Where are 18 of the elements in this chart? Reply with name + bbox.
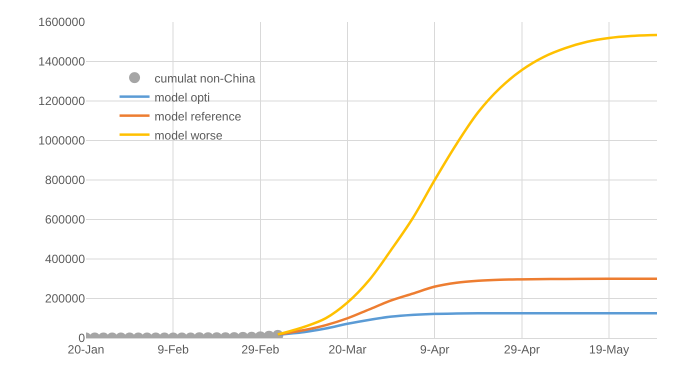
x-tick-label: 9-Feb bbox=[158, 342, 190, 356]
y-tick-label: 1200000 bbox=[38, 94, 86, 108]
y-tick-label: 600000 bbox=[44, 212, 86, 227]
x-tick-label: 20-Mar bbox=[328, 342, 367, 356]
x-tick-label: 29-Apr bbox=[504, 342, 540, 356]
legend-label: cumulat non-China bbox=[154, 71, 256, 86]
y-tick-label: 800000 bbox=[44, 173, 86, 188]
legend-label: model opti bbox=[154, 90, 210, 104]
y-tick-label: 400000 bbox=[44, 252, 86, 266]
legend-label: model worse bbox=[154, 128, 223, 142]
y-tick-label: 200000 bbox=[44, 292, 86, 306]
y-tick-label: 1000000 bbox=[38, 134, 86, 148]
x-tick-label: 9-Apr bbox=[420, 342, 450, 356]
x-tick-label: 29-Feb bbox=[241, 342, 280, 356]
y-tick-label: 1400000 bbox=[38, 54, 86, 69]
x-tick-label: 19-May bbox=[589, 342, 630, 356]
legend-label: model reference bbox=[154, 109, 242, 124]
y-tick-label: 1600000 bbox=[38, 15, 86, 30]
